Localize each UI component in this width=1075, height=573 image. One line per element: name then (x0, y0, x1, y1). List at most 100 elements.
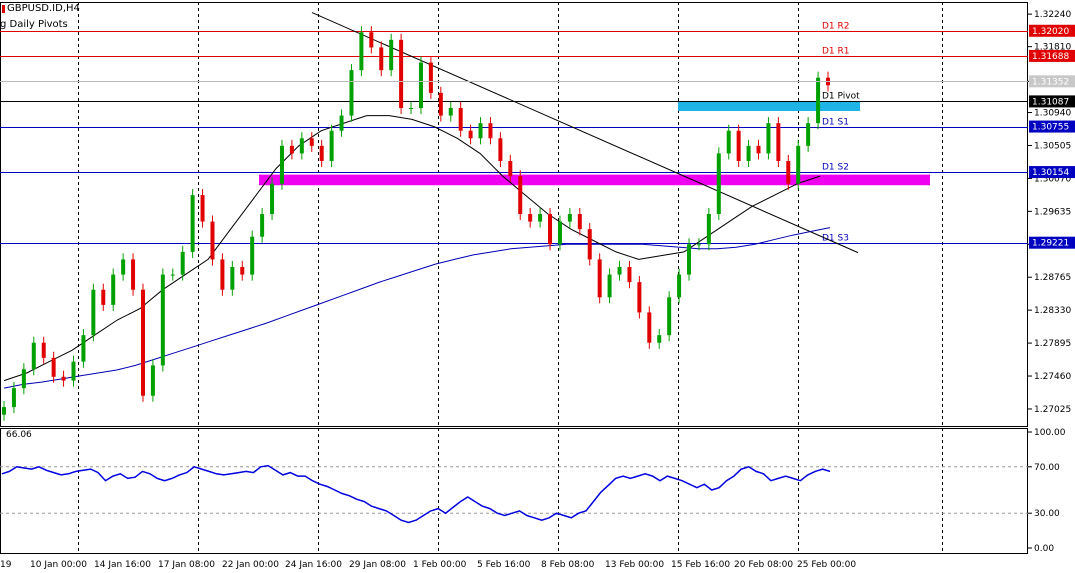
candle-bull (299, 138, 304, 154)
price-axis-label: 1.30940 (1034, 109, 1071, 119)
candle-bull (11, 388, 16, 408)
candle-bear (528, 214, 533, 222)
rsi-axis-label: 30.00 (1034, 509, 1060, 519)
pivot-label: D1 R2 (822, 22, 850, 32)
candle-bull (766, 123, 771, 154)
candle-bear (369, 32, 374, 48)
price-axis-label: 1.29635 (1034, 207, 1071, 217)
candle-bull (389, 39, 394, 71)
candle-bear (647, 312, 652, 343)
candle-bull (230, 267, 235, 290)
candle-bull (121, 259, 126, 275)
candle-bear (776, 123, 781, 161)
candle-bull (677, 274, 682, 298)
candle-bull (2, 407, 6, 415)
candle-bear (41, 342, 46, 358)
time-axis-label: 17 Jan 08:00 (158, 560, 215, 570)
price-level-box (1029, 236, 1075, 249)
candle-bear (587, 229, 592, 260)
candle-bull (448, 108, 453, 116)
price-axis-label: 1.32240 (1034, 10, 1071, 20)
ma-slow-line (3, 227, 831, 389)
time-axis-label: 14 Jan 16:00 (94, 560, 151, 570)
candle-bear (518, 176, 523, 214)
candle-bull (557, 221, 562, 245)
candle-bull (806, 123, 811, 146)
candle-bear (51, 357, 56, 377)
price-level-value: 1.29221 (1032, 239, 1069, 249)
candle-bull (796, 145, 801, 184)
pivot-label: D1 R1 (822, 47, 850, 57)
candle-bull (71, 361, 76, 381)
candle-bull (339, 115, 344, 131)
time-axis-label: 5 Feb 16:00 (477, 560, 531, 570)
candle-bull (696, 244, 701, 246)
candle-bull (726, 130, 731, 154)
candle-bull (607, 274, 612, 298)
price-level-box (1029, 120, 1075, 133)
candle-bull (617, 267, 622, 275)
time-axis-label: 1 Feb 00:00 (413, 560, 467, 570)
candle-bull (270, 183, 275, 214)
candle-bull (706, 214, 711, 245)
candle-bull (250, 236, 255, 275)
price-level-box (1029, 166, 1075, 179)
price-level-box (1029, 95, 1075, 108)
rsi-label: 66.06 (6, 430, 32, 440)
candle-bear (101, 289, 106, 305)
candle-bull (667, 297, 672, 336)
symbol-color-box (2, 4, 5, 13)
candle-bear (488, 123, 493, 139)
price-level-value: 1.31087 (1032, 97, 1069, 107)
indicator-label: g Daily Pivots (0, 19, 68, 30)
price-level-value: 1.30755 (1032, 123, 1069, 133)
time-axis-label: 25 Feb 00:00 (797, 560, 856, 570)
candle-bull (21, 369, 26, 389)
price-panel-frame (0, 2, 1028, 427)
s2-zone (259, 174, 930, 186)
time-axis-label: 13 Feb 00:00 (605, 560, 664, 570)
candle-bear (438, 92, 443, 116)
time-axis-label: 24 Jan 16:00 (285, 560, 342, 570)
price-level-value: 1.32020 (1032, 27, 1069, 37)
candle-bull (816, 77, 821, 124)
symbol-header: GBPUSD.ID,H4 (2, 3, 80, 14)
price-level-value: 1.31688 (1032, 52, 1069, 62)
time-axis-label: 29 Jan 08:00 (349, 560, 406, 570)
pivot-zone (678, 101, 860, 112)
pivot-label: D1 S1 (822, 118, 849, 128)
price-axis-label: 1.27025 (1034, 405, 1071, 415)
candle-bear (627, 267, 632, 283)
candle-bull (170, 274, 175, 276)
candle-bull (478, 123, 483, 139)
price-level-value: 1.30154 (1032, 168, 1069, 178)
price-axis-label: 1.27460 (1034, 372, 1071, 382)
candle-bull (31, 342, 36, 370)
candle-bull (349, 70, 354, 116)
candle-bull (567, 214, 572, 222)
price-axis-label: 1.31810 (1034, 43, 1071, 53)
price-axis-label: 1.28765 (1034, 273, 1071, 283)
price-level-box (1029, 49, 1075, 62)
candle-bear (140, 289, 145, 396)
candle-bull (260, 214, 265, 237)
candle-bear (131, 259, 136, 290)
candle-bull (81, 335, 86, 362)
price-axis-label: 1.27895 (1034, 339, 1071, 349)
candle-bear (577, 214, 582, 230)
time-axis-label: 20 Feb 08:00 (734, 560, 793, 570)
candle-bear (319, 145, 324, 161)
trend-line (311, 12, 859, 254)
candle-bull (538, 214, 543, 222)
pivot-label: D1 S3 (822, 234, 849, 244)
candle-bull (150, 365, 155, 396)
candle-bear (468, 130, 473, 139)
candle-bear (508, 161, 513, 177)
price-level-box (1029, 24, 1075, 37)
pivot-label: D1 S2 (822, 163, 849, 173)
time-axis-label: 15 Feb 16:00 (671, 560, 730, 570)
candle-bull (91, 289, 96, 336)
time-axis-label: 8 Feb 08:00 (541, 560, 595, 570)
rsi-panel-frame (0, 428, 1028, 554)
